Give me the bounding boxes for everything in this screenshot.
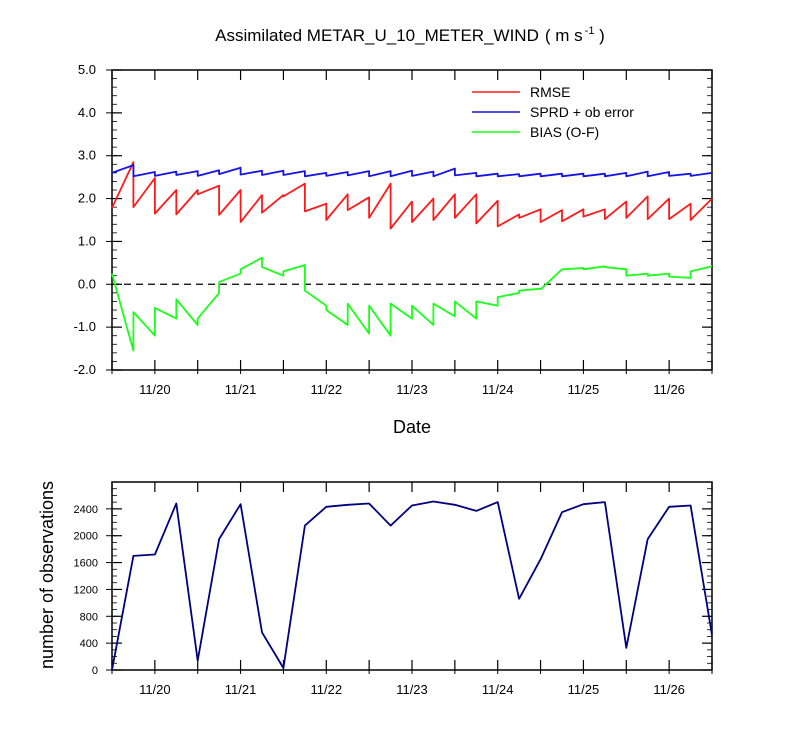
bottom-x-tick-label: 11/20: [139, 682, 171, 697]
y-axis-label-observations: number of observations: [37, 481, 57, 669]
top-y-tick-label: 2.0: [78, 191, 96, 206]
bottom-x-tick-label: 11/25: [568, 682, 600, 697]
bottom-y-tick-label: 0: [92, 665, 98, 677]
top-y-tick-label: -1.0: [74, 319, 96, 334]
chart-title-main: Assimilated METAR_U_10_METER_WIND: [215, 26, 539, 45]
top-x-tick-label: 11/20: [139, 382, 171, 397]
top-y-tick-label: 3.0: [78, 148, 96, 163]
top-y-tick-label: 5.0: [78, 62, 96, 77]
rmse-series-line: [111, 161, 713, 230]
bottom-axes: 11/20 11/21 11/22 11/23 11/24 11/25 11/26 0 400 8…: [74, 481, 713, 697]
bottom-y-tick-label: 400: [80, 638, 98, 650]
top-y-tick-label: 1.0: [78, 233, 96, 248]
bottom-series-group: [111, 500, 713, 671]
bottom-y-tick-label: 2000: [74, 531, 98, 543]
top-axes: 11/20 11/21 11/22 11/23 11/24 11/25 11/26 -2.0 -…: [74, 62, 713, 397]
top-y-tick-label: 0.0: [78, 276, 96, 291]
top-x-tick-label: 11/22: [310, 382, 342, 397]
chart-title-units-sup: -1: [585, 25, 595, 37]
observations-series-line: [111, 500, 713, 671]
chart-title-units: ( m s: [545, 26, 583, 45]
bottom-x-tick-label: 11/23: [396, 682, 428, 697]
top-chart: Assimilated METAR_U_10_METER_WIND( m s -1…: [74, 25, 713, 437]
top-x-tick-label: 11/23: [396, 382, 428, 397]
top-y-tick-label: 4.0: [78, 105, 96, 120]
bottom-x-tick-label: 11/21: [225, 682, 257, 697]
bias-series-line: [111, 256, 713, 352]
legend-sprd-label: SPRD + ob error: [530, 104, 634, 120]
sprd-series-line: [111, 164, 713, 178]
top-y-tick-label: -2.0: [74, 362, 96, 377]
top-x-tick-label: 11/21: [225, 382, 257, 397]
x-axis-label: Date: [393, 417, 431, 437]
bottom-y-tick-label: 800: [80, 611, 98, 623]
bottom-x-tick-label: 11/22: [310, 682, 342, 697]
bottom-y-tick-label: 1200: [74, 584, 98, 596]
legend-rmse-label: RMSE: [530, 84, 570, 100]
bottom-x-tick-label: 11/24: [482, 682, 514, 697]
bottom-x-tick-label: 11/26: [653, 682, 685, 697]
bottom-plot-frame: [111, 481, 713, 671]
bottom-y-tick-label: 1600: [74, 558, 98, 570]
legend: RMSE SPRD + ob error BIAS (O-F): [472, 84, 634, 140]
chart-title-units-close: ): [594, 26, 604, 45]
top-series-group: [111, 161, 713, 352]
top-x-tick-label: 11/24: [482, 382, 514, 397]
chart-title: Assimilated METAR_U_10_METER_WIND ( m s -1…: [215, 25, 605, 45]
bottom-chart: 11/20 11/21 11/22 11/23 11/24 11/25 11/26 0 400 8…: [37, 481, 713, 697]
top-x-tick-label: 11/26: [653, 382, 685, 397]
legend-bias-label: BIAS (O-F): [530, 124, 599, 140]
top-x-tick-label: 11/25: [568, 382, 600, 397]
bottom-y-tick-label: 2400: [74, 504, 98, 516]
